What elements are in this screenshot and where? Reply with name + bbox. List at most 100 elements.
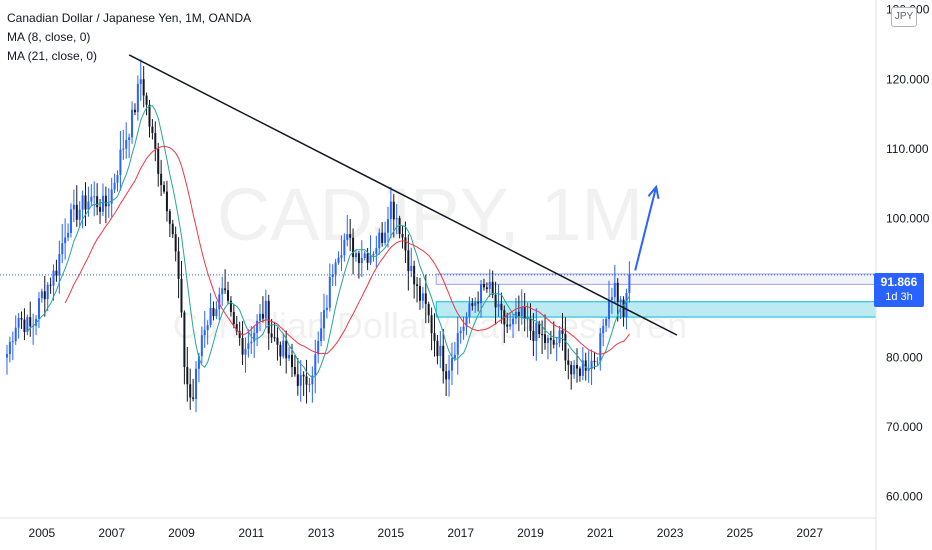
candle-body <box>325 307 328 311</box>
candle-body <box>349 234 352 238</box>
candle-body <box>573 365 576 375</box>
candle-body <box>517 311 520 317</box>
candle-body <box>235 324 238 332</box>
candle-body <box>253 332 256 342</box>
ma-8-label[interactable]: MA (8, close, 0) <box>7 30 91 44</box>
candle-body <box>87 201 90 210</box>
candle-body <box>64 237 67 244</box>
candle-body <box>523 307 526 319</box>
candle-body <box>366 253 369 263</box>
candle-body <box>605 319 608 326</box>
candle-body <box>578 368 581 376</box>
candle-body <box>148 104 151 127</box>
candle-body <box>488 281 491 290</box>
candle-body <box>497 303 500 308</box>
candle-body <box>311 375 314 385</box>
drawings-layer <box>0 54 876 336</box>
candle-body <box>369 255 372 263</box>
candle-body <box>625 292 628 317</box>
candle-body <box>90 196 93 202</box>
ma-8-line <box>26 105 630 379</box>
candle-body <box>151 126 154 133</box>
candle-body <box>288 354 291 359</box>
candle-body <box>491 281 494 295</box>
x-tick-label: 2027 <box>796 526 823 540</box>
candle-body <box>270 333 273 338</box>
x-tick-label: 2019 <box>517 526 544 540</box>
candle-body <box>608 299 611 320</box>
candle-body <box>55 270 58 276</box>
candle-body <box>101 195 104 212</box>
ma-21-label[interactable]: MA (21, close, 0) <box>7 49 98 63</box>
candle-body <box>37 298 40 319</box>
candle-body <box>395 218 398 220</box>
candle-body <box>480 283 483 304</box>
candle-body <box>308 384 311 386</box>
candle-body <box>357 253 360 264</box>
candle-body <box>494 294 497 308</box>
candle-body <box>529 318 532 331</box>
candle-body <box>133 109 136 113</box>
candle-body <box>392 201 395 220</box>
candle-body <box>17 318 20 328</box>
candle-body <box>285 340 288 359</box>
candle-body <box>363 253 366 258</box>
candle-body <box>532 330 535 341</box>
candle-body <box>468 303 471 318</box>
candle-body <box>619 299 622 302</box>
symbol-title[interactable]: Canadian Dollar / Japanese Yen, 1M, OAND… <box>7 11 252 25</box>
candle-body <box>570 364 573 375</box>
candle-body <box>544 334 547 343</box>
candle-body <box>576 365 579 369</box>
candle-body <box>305 376 308 385</box>
candle-body <box>384 232 387 243</box>
candle-body <box>67 232 70 238</box>
candle-body <box>354 253 357 258</box>
x-tick-label: 2023 <box>657 526 684 540</box>
candle-body <box>445 371 448 380</box>
candle-body <box>346 234 349 240</box>
candle-body <box>442 345 445 372</box>
candle-body <box>241 338 244 355</box>
candle-body <box>163 185 166 192</box>
candle-body <box>221 288 224 295</box>
candle-body <box>477 302 480 304</box>
candle-body <box>628 274 631 293</box>
candle-body <box>276 337 279 345</box>
candle-body <box>404 237 407 251</box>
candle-body <box>192 397 195 399</box>
candle-body <box>186 367 189 385</box>
candle-body <box>360 257 363 264</box>
candle-body <box>96 196 99 208</box>
last-price-value: 91.866 <box>880 275 918 289</box>
candle-body <box>328 277 331 308</box>
x-tick-label: 2009 <box>168 526 195 540</box>
candle-body <box>398 218 401 234</box>
candle-body <box>296 374 299 386</box>
candle-body <box>93 196 96 198</box>
x-tick-label: 2025 <box>727 526 754 540</box>
candle-body <box>448 370 451 380</box>
currency-badge[interactable]: JPY <box>891 7 917 27</box>
candle-body <box>314 354 317 376</box>
candle-body <box>107 203 110 207</box>
candle-body <box>546 337 549 343</box>
candle-body <box>160 173 163 186</box>
candle-body <box>46 284 49 300</box>
candle-body <box>593 360 596 363</box>
candle-body <box>232 311 235 325</box>
watermark: CADJPY, 1M Canadian Dollar / Japanese Ye… <box>173 173 687 346</box>
candle-body <box>229 300 232 312</box>
candle-body <box>418 286 421 301</box>
candle-body <box>52 270 55 286</box>
candle-body <box>407 250 410 271</box>
candle-body <box>119 149 122 176</box>
candle-body <box>177 251 180 279</box>
candle-body <box>430 315 433 334</box>
legend: Canadian Dollar / Japanese Yen, 1M, OAND… <box>7 9 251 66</box>
candle-body <box>291 354 293 368</box>
candle-body <box>142 79 145 96</box>
candle-body <box>512 318 515 325</box>
